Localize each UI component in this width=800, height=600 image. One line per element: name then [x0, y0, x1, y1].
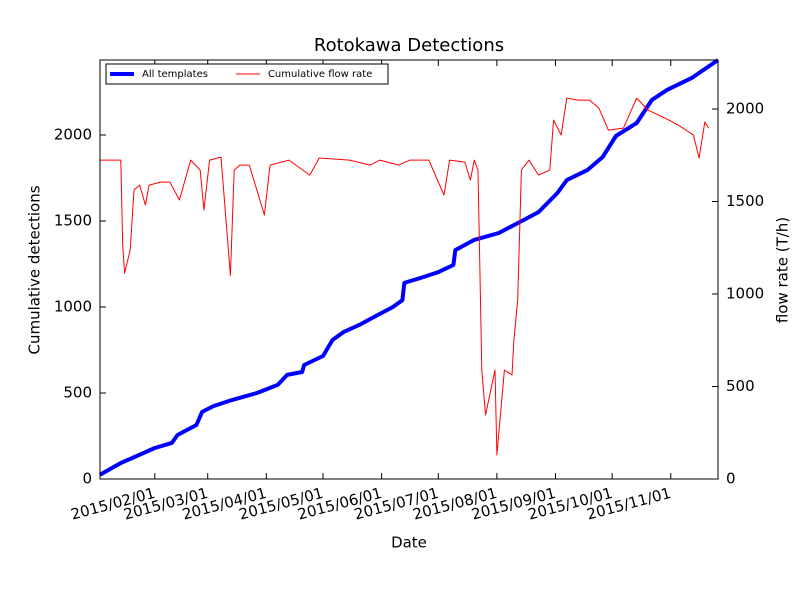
y-axis-label: Cumulative detections	[26, 185, 44, 354]
x-axis-label: Date	[391, 534, 427, 552]
y-tick-label: 1000	[54, 297, 92, 315]
legend-label: Cumulative flow rate	[268, 69, 372, 80]
y2-axis-label: flow rate (T/h)	[774, 217, 792, 323]
plot-frame	[99, 59, 719, 480]
y2-tick-label: 1500	[726, 192, 764, 210]
y2-tick-label: 2000	[726, 100, 764, 118]
legend-label: All templates	[142, 69, 208, 80]
y-tick-label: 500	[63, 383, 92, 401]
data-line	[100, 97, 710, 456]
y2-tick-label: 0	[726, 470, 736, 488]
y-tick-label: 2000	[54, 125, 92, 143]
y2-tick-label: 500	[726, 377, 755, 395]
y-tick-label: 0	[82, 470, 92, 488]
y-tick-label: 1500	[54, 211, 92, 229]
y2-tick-label: 1000	[726, 285, 764, 303]
chart-title: Rotokawa Detections	[314, 35, 504, 56]
data-line	[99, 58, 720, 477]
